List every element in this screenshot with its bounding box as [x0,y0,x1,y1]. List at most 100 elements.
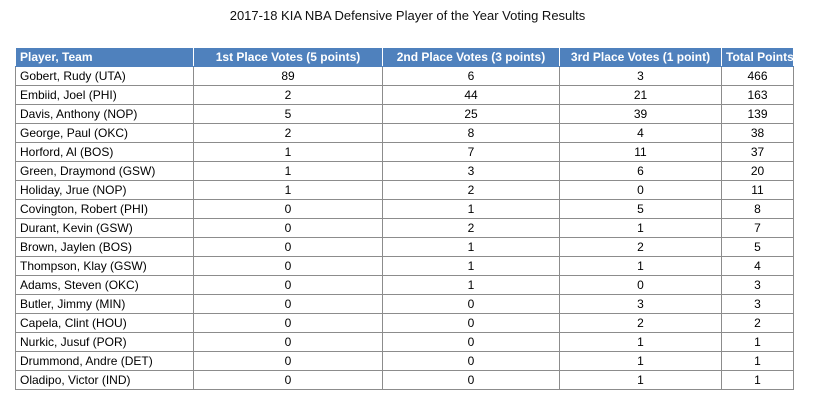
total-points-cell: 5 [721,237,794,257]
third-place-votes-cell: 1 [559,256,722,276]
table-row: Gobert, Rudy (UTA) 89 6 3 466 [15,66,794,86]
player-cell: Green, Draymond (GSW) [15,161,194,181]
column-header-player-team: Player, Team [15,47,194,67]
column-header-second-place-votes: 2nd Place Votes (3 points) [382,47,560,67]
table-row: Covington, Robert (PHI) 0 1 5 8 [15,199,794,219]
total-points-cell: 3 [721,294,794,314]
first-place-votes-cell: 89 [193,66,383,86]
total-points-cell: 1 [721,351,794,371]
second-place-votes-cell: 3 [382,161,560,181]
total-points-cell: 1 [721,370,794,390]
player-cell: Embiid, Joel (PHI) [15,85,194,105]
table-row: Durant, Kevin (GSW) 0 2 1 7 [15,218,794,238]
second-place-votes-cell: 1 [382,275,560,295]
column-header-first-place-votes: 1st Place Votes (5 points) [193,47,383,67]
player-cell: Covington, Robert (PHI) [15,199,194,219]
table-row: Drummond, Andre (DET) 0 0 1 1 [15,351,794,371]
second-place-votes-cell: 44 [382,85,560,105]
header-row: Player, Team 1st Place Votes (5 points) … [15,47,794,67]
second-place-votes-cell: 0 [382,351,560,371]
third-place-votes-cell: 1 [559,351,722,371]
third-place-votes-cell: 6 [559,161,722,181]
table-row: George, Paul (OKC) 2 8 4 38 [15,123,794,143]
first-place-votes-cell: 0 [193,275,383,295]
first-place-votes-cell: 2 [193,85,383,105]
player-cell: Oladipo, Victor (IND) [15,370,194,390]
third-place-votes-cell: 2 [559,237,722,257]
player-cell: Capela, Clint (HOU) [15,313,194,333]
third-place-votes-cell: 1 [559,370,722,390]
total-points-cell: 1 [721,332,794,352]
third-place-votes-cell: 5 [559,199,722,219]
player-cell: Davis, Anthony (NOP) [15,104,194,124]
total-points-cell: 11 [721,180,794,200]
second-place-votes-cell: 25 [382,104,560,124]
table-row: Capela, Clint (HOU) 0 0 2 2 [15,313,794,333]
third-place-votes-cell: 21 [559,85,722,105]
first-place-votes-cell: 0 [193,370,383,390]
total-points-cell: 466 [721,66,794,86]
third-place-votes-cell: 1 [559,332,722,352]
second-place-votes-cell: 0 [382,294,560,314]
first-place-votes-cell: 0 [193,313,383,333]
third-place-votes-cell: 4 [559,123,722,143]
second-place-votes-cell: 2 [382,218,560,238]
total-points-cell: 163 [721,85,794,105]
total-points-cell: 4 [721,256,794,276]
third-place-votes-cell: 11 [559,142,722,162]
player-cell: Durant, Kevin (GSW) [15,218,194,238]
second-place-votes-cell: 1 [382,256,560,276]
table-row: Nurkic, Jusuf (POR) 0 0 1 1 [15,332,794,352]
second-place-votes-cell: 2 [382,180,560,200]
first-place-votes-cell: 1 [193,161,383,181]
first-place-votes-cell: 0 [193,294,383,314]
table-row: Embiid, Joel (PHI) 2 44 21 163 [15,85,794,105]
second-place-votes-cell: 1 [382,237,560,257]
player-cell: Gobert, Rudy (UTA) [15,66,194,86]
first-place-votes-cell: 0 [193,351,383,371]
second-place-votes-cell: 0 [382,370,560,390]
table-row: Butler, Jimmy (MIN) 0 0 3 3 [15,294,794,314]
second-place-votes-cell: 7 [382,142,560,162]
player-cell: Drummond, Andre (DET) [15,351,194,371]
first-place-votes-cell: 5 [193,104,383,124]
table-row: Adams, Steven (OKC) 0 1 0 3 [15,275,794,295]
second-place-votes-cell: 0 [382,332,560,352]
first-place-votes-cell: 0 [193,218,383,238]
table-row: Thompson, Klay (GSW) 0 1 1 4 [15,256,794,276]
first-place-votes-cell: 2 [193,123,383,143]
total-points-cell: 2 [721,313,794,333]
player-cell: Horford, Al (BOS) [15,142,194,162]
player-cell: Holiday, Jrue (NOP) [15,180,194,200]
column-header-third-place-votes: 3rd Place Votes (1 point) [559,47,722,67]
third-place-votes-cell: 39 [559,104,722,124]
first-place-votes-cell: 1 [193,142,383,162]
total-points-cell: 37 [721,142,794,162]
player-cell: George, Paul (OKC) [15,123,194,143]
third-place-votes-cell: 3 [559,294,722,314]
table-title: 2017-18 KIA NBA Defensive Player of the … [229,8,586,23]
player-cell: Adams, Steven (OKC) [15,275,194,295]
second-place-votes-cell: 6 [382,66,560,86]
first-place-votes-cell: 0 [193,332,383,352]
voting-results-table: Player, Team 1st Place Votes (5 points) … [15,47,794,390]
player-cell: Butler, Jimmy (MIN) [15,294,194,314]
table-row: Holiday, Jrue (NOP) 1 2 0 11 [15,180,794,200]
second-place-votes-cell: 0 [382,313,560,333]
second-place-votes-cell: 1 [382,199,560,219]
total-points-cell: 3 [721,275,794,295]
table-row: Davis, Anthony (NOP) 5 25 39 139 [15,104,794,124]
first-place-votes-cell: 0 [193,256,383,276]
table-row: Oladipo, Victor (IND) 0 0 1 1 [15,370,794,390]
first-place-votes-cell: 0 [193,237,383,257]
total-points-cell: 139 [721,104,794,124]
third-place-votes-cell: 2 [559,313,722,333]
table-row: Horford, Al (BOS) 1 7 11 37 [15,142,794,162]
player-cell: Thompson, Klay (GSW) [15,256,194,276]
table-row: Brown, Jaylen (BOS) 0 1 2 5 [15,237,794,257]
first-place-votes-cell: 1 [193,180,383,200]
third-place-votes-cell: 1 [559,218,722,238]
third-place-votes-cell: 0 [559,180,722,200]
player-cell: Nurkic, Jusuf (POR) [15,332,194,352]
total-points-cell: 20 [721,161,794,181]
